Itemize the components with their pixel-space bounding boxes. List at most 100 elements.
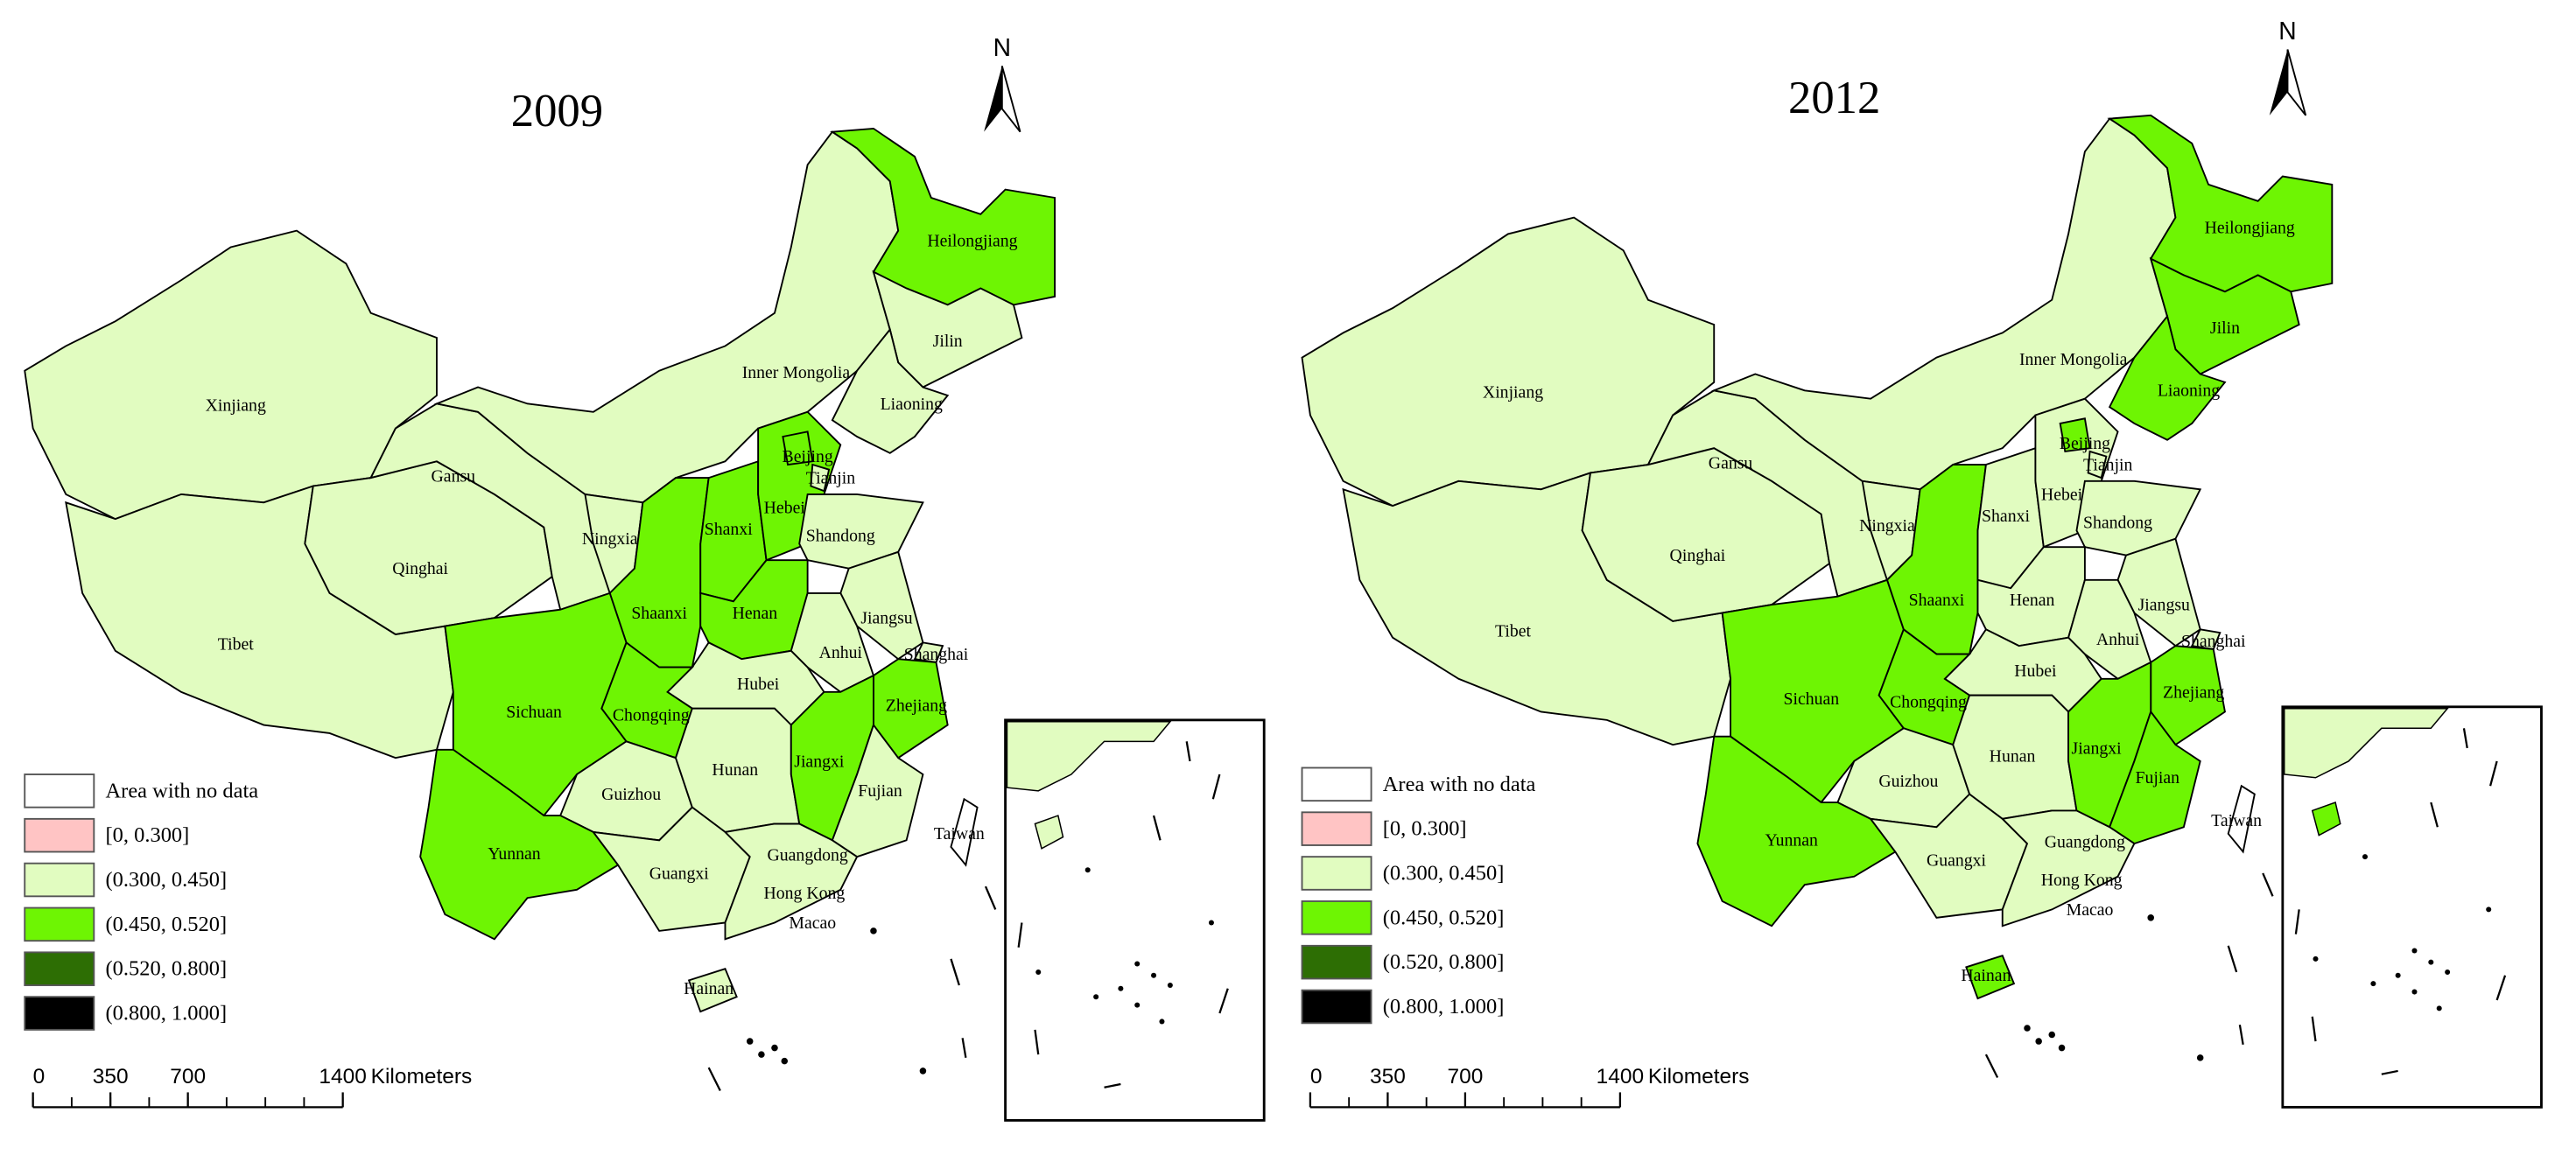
province-label: Zhejiang bbox=[2163, 682, 2224, 702]
province-label: Shanghai bbox=[2181, 632, 2246, 651]
province-label: Shandong bbox=[2083, 513, 2152, 532]
inset-island bbox=[1134, 961, 1141, 967]
inset bbox=[2281, 705, 2543, 1109]
scale-label: 700 bbox=[170, 1065, 206, 1088]
legend-swatch bbox=[1301, 989, 1372, 1025]
province-label: Fujian bbox=[858, 781, 902, 801]
province-label: Tianjin bbox=[2083, 455, 2133, 474]
province-label: Xinjiang bbox=[206, 396, 266, 416]
legend-swatch bbox=[24, 774, 95, 808]
province-label: Jilin bbox=[2210, 318, 2240, 338]
province bbox=[831, 723, 924, 858]
north-arrow-right bbox=[1000, 66, 1021, 133]
legend-swatch bbox=[24, 906, 95, 942]
province-label: Yunnan bbox=[1765, 831, 1819, 850]
province-label: Liaoning bbox=[2158, 382, 2220, 401]
island bbox=[771, 1044, 778, 1052]
scale-label: 0 bbox=[33, 1065, 46, 1088]
scale-label: 0 bbox=[1310, 1065, 1323, 1088]
province-label: Hebei bbox=[2041, 485, 2083, 504]
province-label: Shaanxi bbox=[631, 604, 687, 623]
legend-label: (0.800, 1.000] bbox=[106, 1002, 228, 1026]
province-label: Shanxi bbox=[705, 520, 753, 539]
province-label: Taiwan bbox=[2211, 811, 2262, 830]
scale-label: 700 bbox=[1447, 1065, 1483, 1088]
inset-island bbox=[2313, 956, 2319, 962]
inset-island bbox=[1151, 972, 1157, 978]
island bbox=[2048, 1031, 2055, 1039]
scale-label: 1400 bbox=[1597, 1065, 1644, 1088]
province bbox=[2227, 784, 2256, 854]
legend-label: (0.300, 0.450] bbox=[106, 868, 228, 892]
map-panel: 2012 Xinjiang Tibet Qinghai Gansu Inner Mongo… bbox=[1301, 17, 2543, 1109]
place-label: Hong Kong bbox=[763, 884, 845, 903]
province-label: Hubei bbox=[737, 675, 780, 694]
inset-line bbox=[2488, 760, 2498, 787]
boundary-line bbox=[961, 1038, 967, 1059]
inset-island bbox=[2436, 1005, 2442, 1012]
inset-land bbox=[2283, 707, 2449, 779]
legend-label: (0.450, 0.520] bbox=[106, 913, 228, 936]
north-label: N bbox=[2278, 17, 2296, 45]
north-label: N bbox=[993, 33, 1011, 61]
legend-swatch bbox=[1301, 811, 1372, 846]
legend-label: [0, 0.300] bbox=[1383, 817, 1467, 841]
province-label: Shaanxi bbox=[1909, 591, 1965, 610]
boundary-line bbox=[707, 1067, 721, 1092]
island bbox=[2024, 1025, 2031, 1032]
legend-label: Area with no data bbox=[1383, 773, 1536, 796]
inset-land bbox=[1006, 721, 1172, 792]
inset-hainan bbox=[2311, 802, 2341, 836]
province bbox=[687, 968, 738, 1013]
province-label: Shanxi bbox=[1982, 507, 2030, 526]
inset-line bbox=[1017, 922, 1023, 948]
province bbox=[1965, 954, 2016, 1000]
province bbox=[950, 797, 979, 867]
province-label: Jiangsu bbox=[2138, 595, 2190, 614]
province bbox=[419, 748, 620, 941]
inset-island bbox=[2411, 948, 2418, 954]
province-label: Gansu bbox=[1709, 454, 1753, 473]
map-title: 2012 bbox=[1788, 73, 1880, 123]
province-label: Henan bbox=[733, 604, 778, 623]
province bbox=[723, 822, 859, 941]
inset-island bbox=[2362, 854, 2368, 860]
boundary-line bbox=[2262, 872, 2274, 897]
island bbox=[870, 928, 877, 934]
inset-island bbox=[2370, 981, 2376, 987]
province-label: Inner Mongolia bbox=[742, 363, 851, 382]
inset-island bbox=[1134, 1002, 1141, 1008]
inset-frame bbox=[1004, 718, 1266, 1122]
province-label: Guizhou bbox=[1878, 772, 1938, 791]
province-label: Jiangxi bbox=[2072, 738, 2123, 758]
legend-swatch bbox=[24, 951, 95, 986]
inset-island bbox=[1167, 983, 1173, 989]
inset-island bbox=[1118, 985, 1124, 991]
scale-label: 1400 bbox=[319, 1065, 366, 1088]
island bbox=[2035, 1038, 2042, 1045]
province bbox=[2000, 809, 2136, 928]
province-label: Heilongjiang bbox=[2205, 218, 2295, 237]
province-label: Xinjiang bbox=[1483, 383, 1543, 402]
inset-line bbox=[1218, 988, 1229, 1014]
province-label: Tibet bbox=[1495, 622, 1532, 641]
inset-island bbox=[2411, 989, 2418, 995]
province-label: Shandong bbox=[806, 526, 875, 545]
province-label: Hunan bbox=[712, 760, 758, 780]
province-label: Tianjin bbox=[806, 468, 856, 487]
province-label: Qinghai bbox=[1670, 546, 1726, 565]
legend-label: [0, 0.300] bbox=[106, 823, 190, 847]
province-label: Sichuan bbox=[506, 703, 562, 722]
province-label: Beijing bbox=[2060, 434, 2110, 453]
inset-line bbox=[2381, 1069, 2398, 1075]
legend-label: (0.520, 0.800] bbox=[106, 957, 228, 981]
place-label: Macao bbox=[789, 914, 836, 933]
boundary-line bbox=[984, 886, 997, 910]
boundary-line bbox=[2227, 945, 2238, 973]
island bbox=[2058, 1044, 2066, 1052]
province-label: Tibet bbox=[218, 635, 255, 654]
province-label: Gansu bbox=[432, 467, 476, 486]
province-label: Yunnan bbox=[488, 844, 541, 864]
province-label: Henan bbox=[2010, 591, 2055, 610]
province-label: Zhejiang bbox=[886, 696, 947, 715]
